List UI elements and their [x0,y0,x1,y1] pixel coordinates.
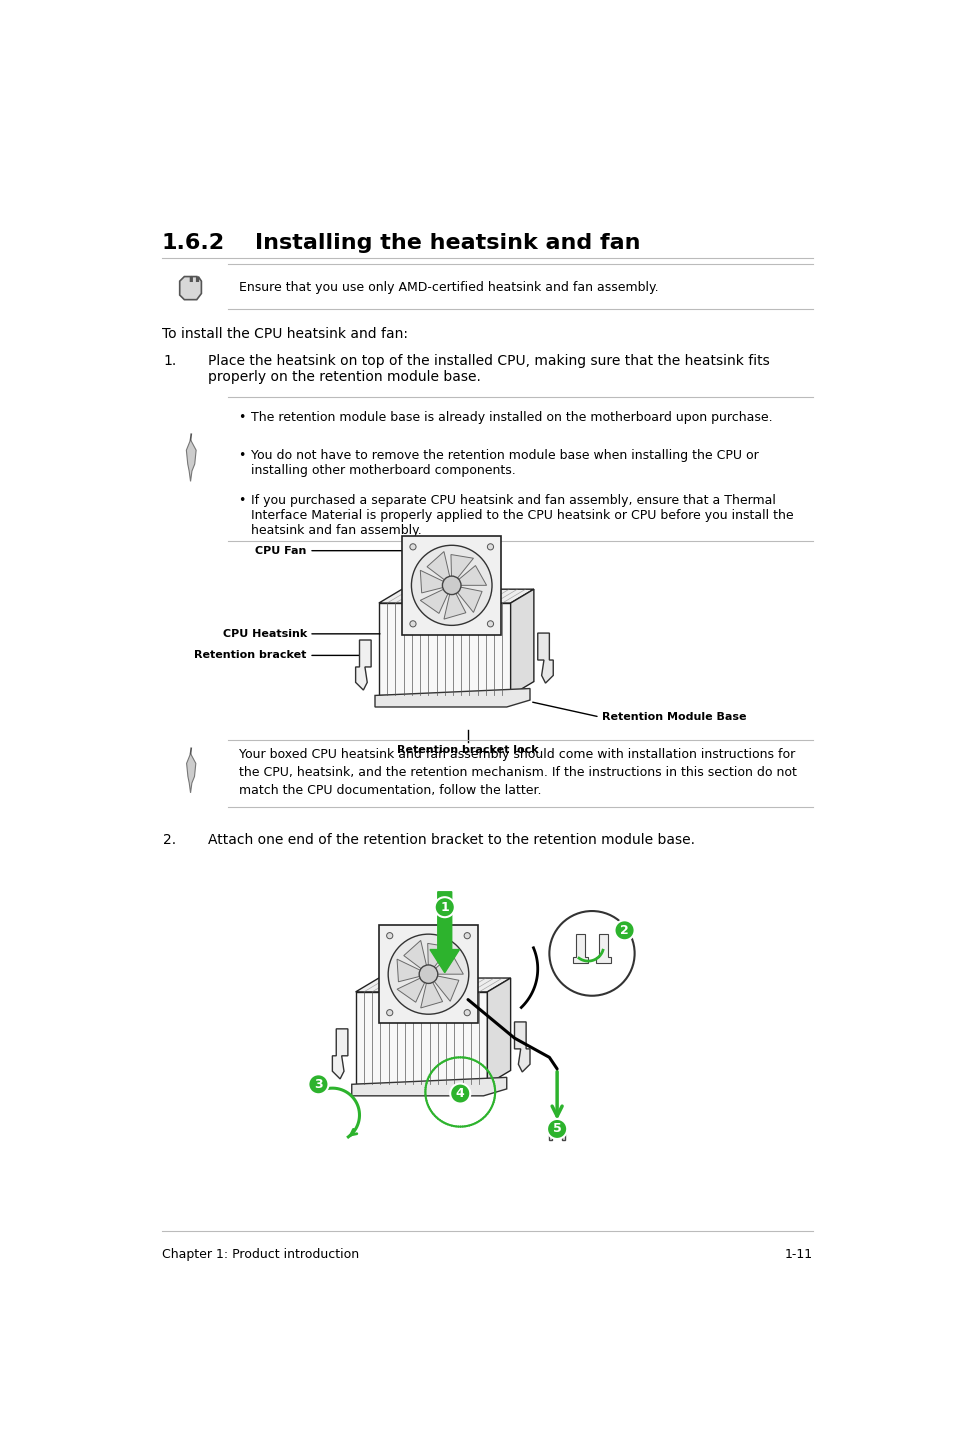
Circle shape [411,546,492,626]
Circle shape [410,620,416,627]
Circle shape [450,1084,470,1104]
Polygon shape [403,941,427,969]
Text: 1: 1 [440,901,449,914]
Polygon shape [378,603,510,696]
Text: 4: 4 [456,1087,464,1100]
Polygon shape [396,959,422,982]
Polygon shape [549,1127,564,1140]
Circle shape [549,911,634,995]
Circle shape [614,921,634,941]
Circle shape [418,965,437,984]
Polygon shape [352,1077,506,1095]
Text: If you purchased a separate CPU heatsink and fan assembly, ensure that a Thermal: If you purchased a separate CPU heatsink… [251,494,793,537]
Polygon shape [427,551,450,581]
Text: Retention Module Base: Retention Module Base [601,712,746,722]
Text: Your boxed CPU heatsink and fan assembly should come with installation instructi: Your boxed CPU heatsink and fan assembly… [239,748,797,796]
Text: •: • [237,494,245,507]
Circle shape [435,898,455,918]
Polygon shape [434,954,463,974]
Text: Attach one end of the retention bracket to the retention module base.: Attach one end of the retention bracket … [208,832,695,846]
Polygon shape [537,633,553,683]
Text: •: • [237,450,245,463]
Polygon shape [487,978,510,1084]
Text: 1.6.2: 1.6.2 [162,233,225,253]
Polygon shape [375,689,530,707]
Circle shape [388,934,468,1014]
Text: You do not have to remove the retention module base when installing the CPU or
i: You do not have to remove the retention … [251,450,758,477]
Polygon shape [396,977,425,1002]
Text: CPU Heatsink: CPU Heatsink [222,629,307,639]
Circle shape [464,932,470,939]
Polygon shape [355,978,510,992]
Text: The retention module base is already installed on the motherboard upon purchase.: The retention module base is already ins… [251,411,772,424]
Circle shape [546,1118,567,1138]
Text: Installing the heatsink and fan: Installing the heatsink and fan [254,233,639,253]
Circle shape [308,1074,328,1094]
Circle shape [410,544,416,550]
Polygon shape [514,1022,530,1073]
Polygon shape [402,536,500,634]
Polygon shape [420,589,448,613]
Polygon shape [355,640,371,690]
Polygon shape [187,753,195,793]
Polygon shape [186,440,196,481]
Polygon shape [355,992,487,1084]
Polygon shape [420,979,442,1008]
Polygon shape [457,566,486,586]
Polygon shape [432,975,458,1001]
Circle shape [487,544,493,550]
Text: •: • [237,411,245,424]
Text: Chapter 1: Product introduction: Chapter 1: Product introduction [162,1249,358,1262]
Text: Ensure that you use only AMD-certified heatsink and fan assembly.: Ensure that you use only AMD-certified h… [239,281,659,294]
Text: 1-11: 1-11 [784,1249,812,1262]
Text: CPU Fan: CPU Fan [255,546,307,556]
Text: 2.: 2. [163,832,176,846]
Text: 2: 2 [619,924,628,937]
Circle shape [487,620,493,627]
Polygon shape [510,589,534,696]
Text: 1.: 1. [163,354,176,368]
Text: To install the CPU heatsink and fan:: To install the CPU heatsink and fan: [162,328,408,341]
Polygon shape [430,892,459,972]
Circle shape [442,576,460,594]
Circle shape [386,1010,393,1015]
Text: 5: 5 [552,1123,561,1136]
Polygon shape [378,925,477,1024]
Text: Retention bracket lock: Retention bracket lock [396,746,538,756]
Polygon shape [443,591,465,619]
Circle shape [386,932,393,939]
Polygon shape [596,934,611,964]
Polygon shape [420,570,446,593]
Polygon shape [427,944,450,969]
Circle shape [464,1010,470,1015]
Polygon shape [378,589,534,603]
Polygon shape [456,587,481,613]
Text: 3: 3 [314,1078,322,1091]
Polygon shape [179,276,201,299]
Polygon shape [572,934,587,964]
Text: Retention bracket: Retention bracket [194,650,307,660]
Polygon shape [451,554,473,580]
Polygon shape [332,1028,348,1078]
Text: Place the heatsink on top of the installed CPU, making sure that the heatsink fi: Place the heatsink on top of the install… [208,354,769,384]
